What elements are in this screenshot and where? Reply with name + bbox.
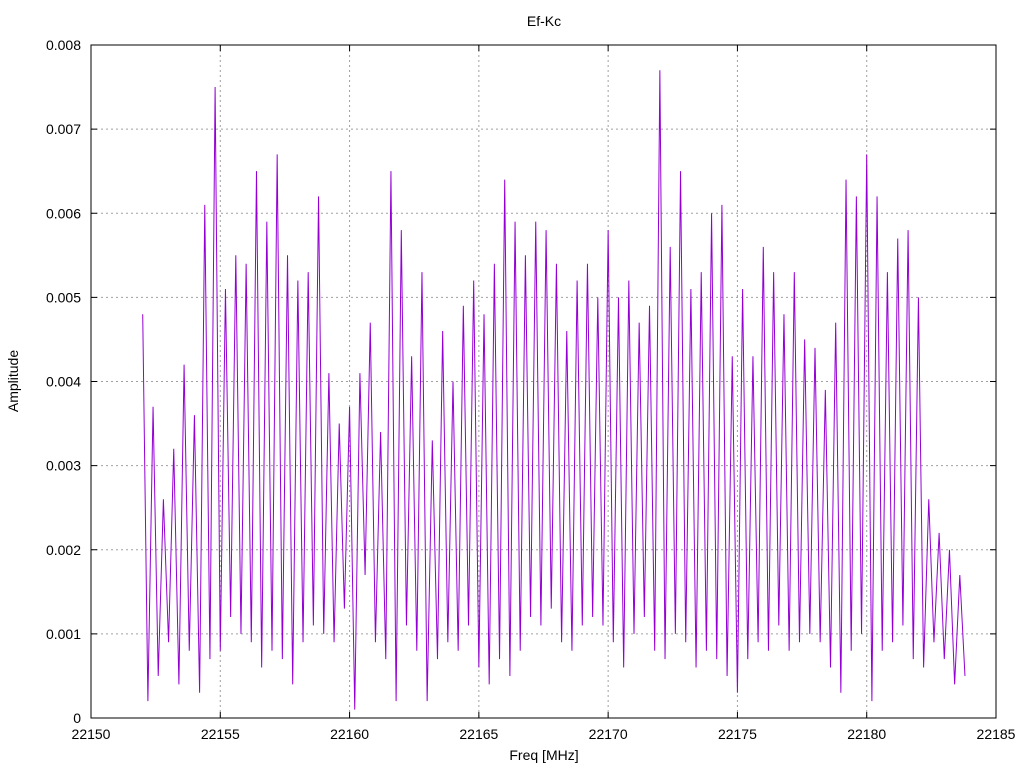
x-tick-label: 22150 <box>72 726 111 742</box>
x-tick-label: 22170 <box>589 726 628 742</box>
x-tick-label: 22175 <box>718 726 757 742</box>
x-tick-label: 22180 <box>847 726 886 742</box>
x-axis-label: Freq [MHz] <box>509 747 578 763</box>
y-tick-label: 0.001 <box>46 626 81 642</box>
series-line <box>142 70 966 710</box>
y-tick-label: 0.006 <box>46 205 81 221</box>
data-series <box>142 70 966 710</box>
axis-ticks <box>90 44 997 719</box>
y-tick-label: 0.003 <box>46 458 81 474</box>
tick-labels: 22150 22155 22160 22165 22170 22175 22180 22185… <box>46 37 1016 742</box>
y-tick-label: 0.005 <box>46 289 81 305</box>
y-tick-label: 0.004 <box>46 374 81 390</box>
y-tick-label: 0.007 <box>46 121 81 137</box>
x-tick-label: 22165 <box>459 726 498 742</box>
y-tick-label: 0 <box>73 710 81 726</box>
y-tick-label: 0.002 <box>46 542 81 558</box>
y-axis-label: Amplitude <box>5 350 21 412</box>
y-tick-label: 0.008 <box>46 37 81 53</box>
x-tick-label: 22185 <box>977 726 1016 742</box>
chart-title: Ef-Kc <box>527 13 561 29</box>
x-tick-label: 22155 <box>201 726 240 742</box>
x-tick-label: 22160 <box>330 726 369 742</box>
